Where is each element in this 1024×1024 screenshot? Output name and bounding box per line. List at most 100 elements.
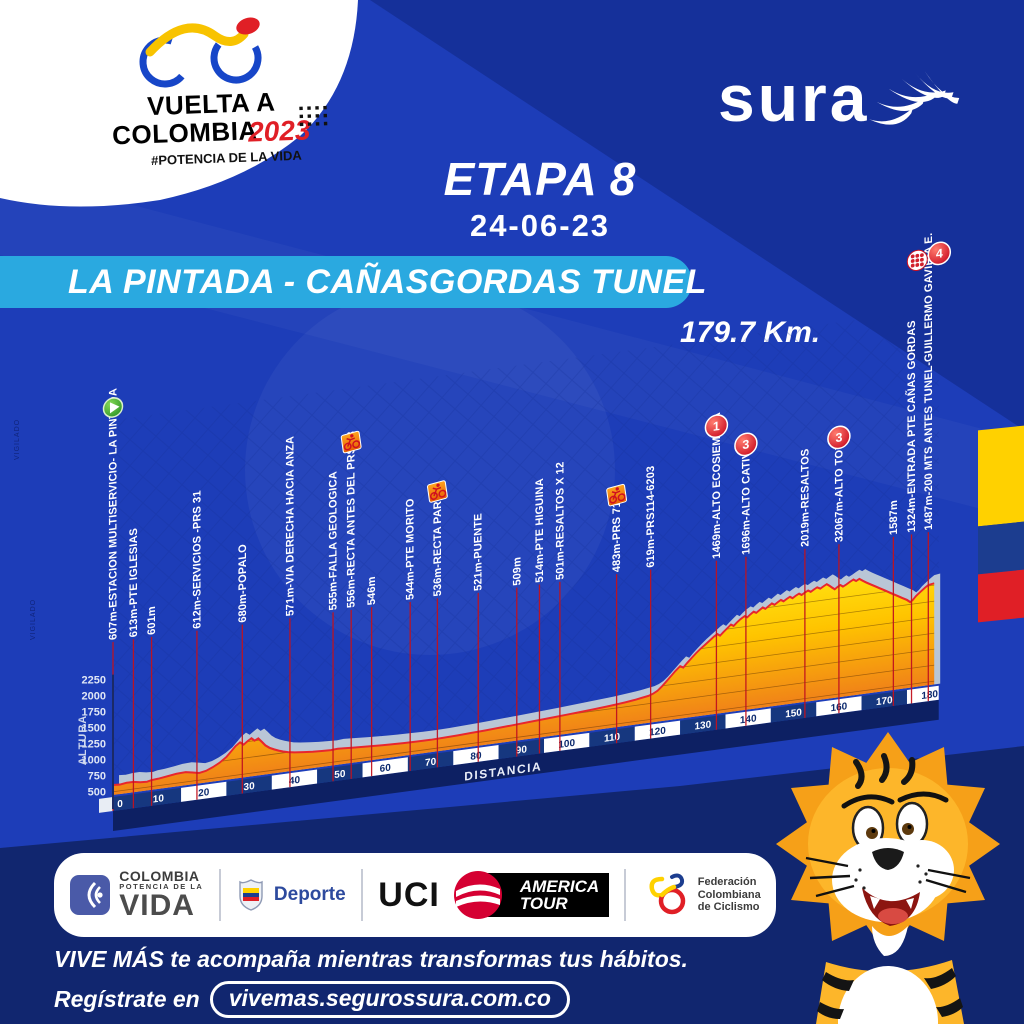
x-axis-segment [589,726,635,747]
y-axis-tick: 1500 [82,722,106,734]
waypoint-label: 536m-RECTA PARCE [432,485,444,597]
category-number: 4 [936,246,943,261]
waypoint-label: 509m [511,556,523,586]
waypoint-label: 571m-VIA DERECHA HACIA ANZA [284,435,296,616]
tiger-chin [872,926,908,956]
contour-line [113,680,935,793]
logo-dot [323,113,328,118]
vuelta-logo-text: VUELTA A COLOMBIA 2023 #POTENCIA DE LA V… [112,87,328,168]
finish-dot [919,253,924,258]
vuelta-line1: VUELTA A [147,87,276,121]
x-axis-segment [725,708,771,729]
logo-dot [307,106,311,110]
waypoint-label: 514m-PTE HIGUINA [534,478,546,584]
y-axis-label: ALTURA [77,715,89,765]
flag-stripe-yellow [978,425,1024,527]
stage-route: LA PINTADA - CAÑASGORDAS TUNEL [68,262,707,301]
sprint-wheel [617,493,626,502]
finish-dot [919,257,924,262]
x-axis-tick: 120 [649,726,666,739]
axis-shadow [113,699,939,831]
muzzle-dot [916,864,920,868]
sprint-icon [340,430,362,454]
stage-title: ETAPA 8 [443,153,637,205]
y-axis-tick: 750 [88,770,106,782]
flag-stripe-blue [978,521,1024,575]
tiger-pupil [902,823,914,835]
x-axis-tick: 10 [153,793,165,806]
waypoint-label: 601m [146,605,158,635]
tiger-head-stripe [853,759,865,789]
sprint-head [436,483,440,487]
sprint-wheel [343,442,352,451]
category-icon [704,414,729,439]
logo-dot [323,121,328,126]
tiger-head-stripe [879,753,890,783]
tiger-brow [897,791,949,803]
y-axis-tick: 500 [88,786,106,798]
wing-blade [915,73,954,99]
sprint-wheel [438,489,447,498]
sura-logo: sura [718,56,965,140]
sprint-icon [606,483,628,507]
wing-blade [888,88,937,103]
logo-dot [315,114,320,118]
waypoint-label: 556m-RECTA ANTES DEL PRS 13 [346,430,358,608]
x-axis-segment [544,732,590,753]
finish-dot [910,263,915,268]
waypoint-icons [426,480,448,503]
federacion-line1: Federación [697,876,757,889]
coat-of-arms-icon [239,879,263,911]
x-axis-tick: 90 [516,744,528,757]
waypoint-label: 1587m [888,499,900,535]
muzzle-dot [918,880,922,884]
waypoint-label: 544m-PTE MORITO [405,497,417,600]
elevation-ridge-line [112,577,935,786]
tiger-pupil [866,827,878,839]
category-number: 1 [713,419,720,434]
waypoint-label: 483m-PRS 71 [611,501,623,573]
x-axis-tick: 50 [334,769,346,782]
x-axis-segment [181,781,227,802]
x-axis-segment [498,738,545,760]
logo-dot [299,122,304,127]
logo-dot [315,122,320,126]
sura-wing-icon [869,71,960,125]
y-axis-tick: 2000 [82,690,106,702]
x-axis-tick: 140 [740,713,757,726]
uci-globe-icon [453,871,502,919]
tiger-whisker [805,856,849,868]
sprint-rider [611,490,621,500]
x-axis-tick: 60 [380,763,392,776]
x-axis-segment [226,775,272,796]
white-blob [0,0,358,207]
logo-uci-america-tour: UCI AMERICA TOUR [378,869,610,921]
x-axis-segment [113,793,136,811]
register-url: vivemas.segurossura.com.co [228,985,551,1011]
x-axis-tick: 40 [289,775,301,788]
tiger-pupil-dot [907,825,912,829]
finish-dot [919,262,924,267]
x-axis-tick: 170 [876,695,893,708]
logo-dot [315,106,319,110]
waypoint-label: 619m-PRS114-6203 [645,465,657,568]
waypoint-label: 680m-POPALO [237,543,249,623]
waypoint-icons: 1 [704,414,729,439]
x-axis-segment [634,720,681,741]
sprint-wheel [429,491,438,500]
register-line: Regístrate en vivemas.segurossura.com.co [54,981,570,1018]
y-axis-tick: 1000 [82,754,106,766]
finish-dot [910,254,915,259]
stage-route-banner: LA PINTADA - CAÑASGORDAS TUNEL [0,256,706,308]
axis-end-cap [99,796,113,813]
deporte-label: Deporte [273,884,346,905]
waypoint-icons: 4 [906,241,952,271]
x-axis-tick: 0 [117,799,123,811]
waypoint-icons [102,397,124,418]
colombia-line1: COLOMBIA [119,868,200,885]
footer-divider [624,869,627,921]
category-number: 3 [742,437,749,452]
x-axis-tick: 70 [425,756,437,769]
logo-federacion: Federación Colombiana de Ciclismo [642,871,761,919]
